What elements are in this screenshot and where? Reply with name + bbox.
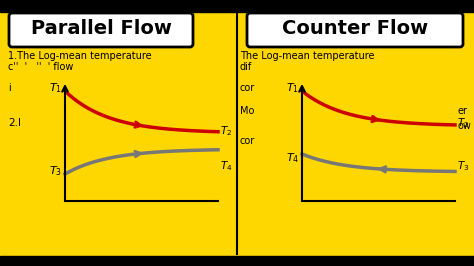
Text: cor: cor [240,136,255,146]
Text: er: er [458,106,468,116]
Text: $T_1$: $T_1$ [286,81,299,95]
FancyBboxPatch shape [9,13,193,47]
Bar [0,0,474,12]
Text: The Log-mean temperature: The Log-mean temperature [240,51,374,61]
Text: $T_3$: $T_3$ [457,159,469,173]
Text: $T_2$: $T_2$ [220,124,232,138]
Text: $T_3$: $T_3$ [49,164,62,178]
Text: Parallel Flow: Parallel Flow [30,19,172,39]
Text: ow: ow [458,121,472,131]
Text: c''  '   ''  ' flow: c'' ' '' ' flow [8,62,73,72]
Text: dif: dif [240,62,252,72]
Text: 1.The Log-mean temperature: 1.The Log-mean temperature [8,51,152,61]
Text: Counter Flow: Counter Flow [282,19,428,39]
Text: i: i [8,83,11,93]
Text: 2.l: 2.l [8,118,21,128]
Text: $T_4$: $T_4$ [286,151,299,165]
Text: $T_1$: $T_1$ [49,81,62,95]
Bar [0,256,474,266]
FancyBboxPatch shape [247,13,463,47]
Text: cor: cor [240,83,255,93]
Text: $T_2$: $T_2$ [457,116,469,130]
Text: Mo: Mo [240,106,255,116]
Text: $T_4$: $T_4$ [220,159,233,173]
